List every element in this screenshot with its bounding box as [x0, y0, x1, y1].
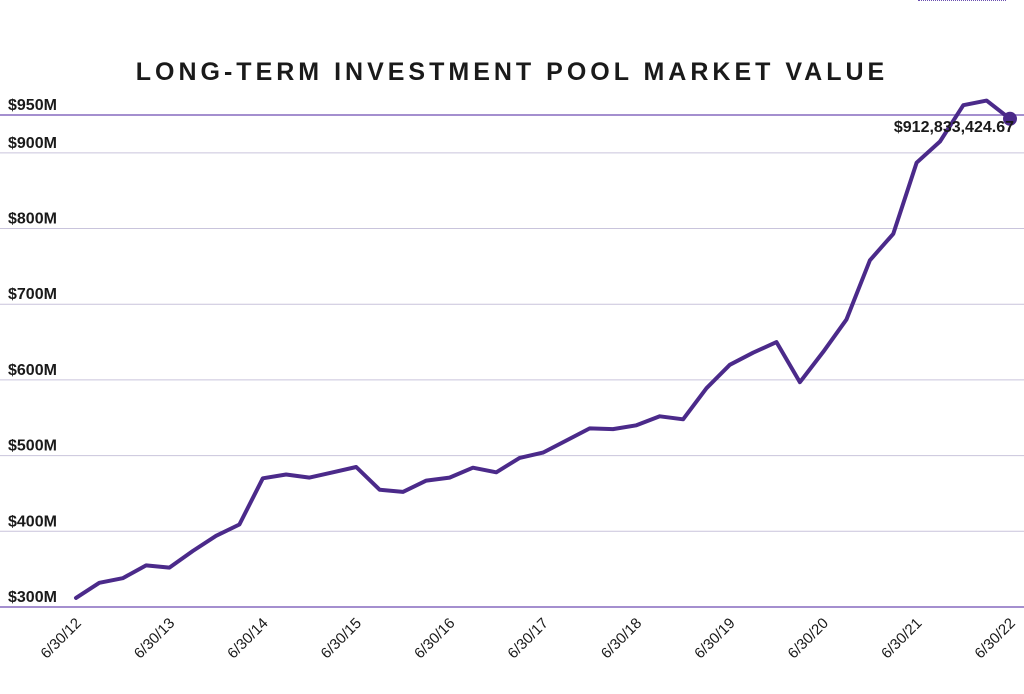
y-tick-label: $800M	[8, 211, 57, 228]
last-value-label: $912,833,424.67	[894, 119, 1014, 136]
y-tick-label: $950M	[8, 97, 57, 114]
x-tick-label: 6/30/17	[504, 615, 551, 662]
gridlines	[0, 115, 1024, 607]
x-tick-label: 6/30/12	[37, 615, 84, 662]
y-axis-tick-labels: $300M $400M $500M $600M $700M $800M $900M $950M	[8, 97, 57, 606]
x-tick-label: 6/30/16	[411, 615, 458, 662]
x-tick-label: 6/30/14	[224, 615, 271, 662]
series-line	[76, 101, 1010, 598]
x-tick-label: 6/30/18	[598, 615, 645, 662]
y-tick-label: $300M	[8, 589, 57, 606]
x-tick-label: 6/30/15	[318, 615, 365, 662]
y-tick-label: $900M	[8, 135, 57, 152]
y-tick-label: $700M	[8, 286, 57, 303]
y-tick-label: $400M	[8, 513, 57, 530]
x-tick-label: 6/30/21	[878, 615, 925, 662]
series-layer	[76, 101, 1010, 598]
x-axis-tick-labels: 6/30/12 6/30/13 6/30/14 6/30/15 6/30/16 6/30/…	[37, 615, 1018, 662]
x-tick-label: 6/30/13	[131, 615, 178, 662]
x-tick-label: 6/30/20	[785, 615, 832, 662]
x-tick-label: 6/30/22	[971, 615, 1018, 662]
y-tick-label: $500M	[8, 438, 57, 455]
y-tick-label: $600M	[8, 362, 57, 379]
x-tick-label: 6/30/19	[691, 615, 738, 662]
